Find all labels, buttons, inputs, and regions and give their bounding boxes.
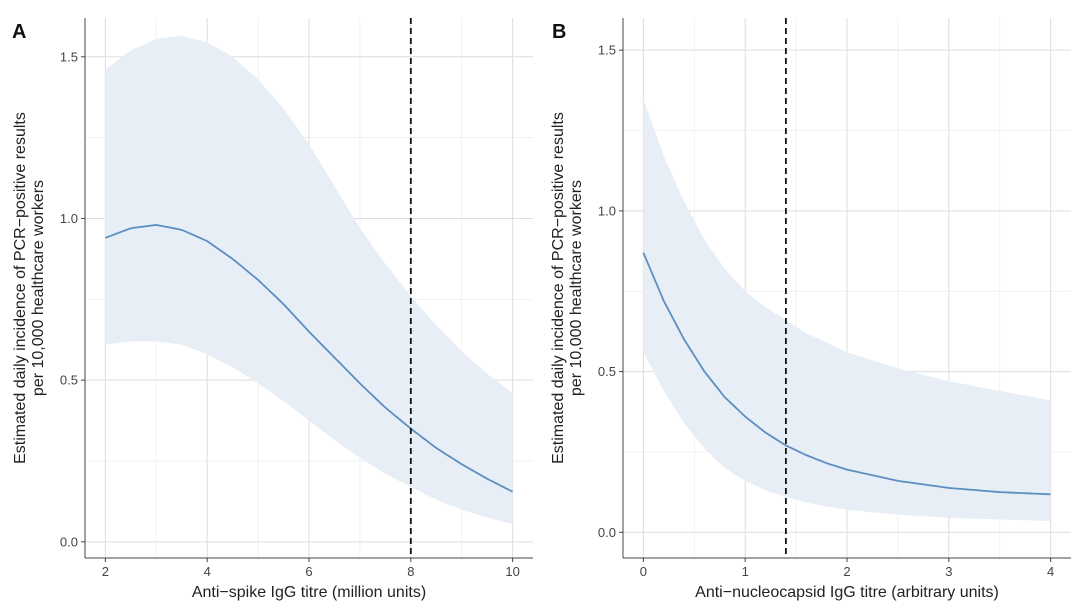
x-tick-label: 8	[407, 564, 414, 579]
x-tick-label: 0	[640, 564, 647, 579]
y-tick-label: 1.0	[60, 211, 78, 226]
x-tick-label: 2	[843, 564, 850, 579]
fitted-line	[105, 224, 514, 493]
y-tick-label: 0.5	[598, 364, 616, 379]
x-tick-label: 6	[305, 564, 312, 579]
panel-a: 2 4 6 8 10 0.0 0.5 1.0 1.5 Anti−spike IgG titre (…	[12, 18, 533, 601]
y-axis-title: Estimated daily incidence of PCR−positiv…	[550, 112, 585, 464]
y-tick-label: 1.5	[60, 49, 78, 64]
y-axis-title-line: per 10,000 healthcare workers	[30, 180, 47, 396]
y-tick-label: 1.0	[598, 203, 616, 218]
x-axis-title: Anti−spike IgG titre (million units)	[192, 584, 426, 601]
y-tick-label: 0.0	[598, 525, 616, 540]
y-tick-label: 1.5	[598, 43, 616, 58]
panel-letter: B	[552, 21, 566, 43]
x-tick-label: 2	[102, 564, 109, 579]
x-axis-title: Anti−nucleocapsid IgG titre (arbitrary u…	[695, 584, 999, 601]
y-tick-label: 0.5	[60, 373, 78, 388]
x-tick-label: 10	[505, 564, 519, 579]
panel-b: 0 1 2 3 4 0.0 0.5 1.0 1.5 Anti−nucleocapsid IgG t…	[550, 18, 1071, 601]
x-tick-label: 4	[204, 564, 211, 579]
x-tick-label: 1	[742, 564, 749, 579]
x-tick-label: 4	[1047, 564, 1054, 579]
y-axis-title: Estimated daily incidence of PCR−positiv…	[12, 112, 47, 464]
panel-letter: A	[12, 21, 26, 43]
fitted-line	[642, 252, 1051, 496]
x-tick-label: 3	[945, 564, 952, 579]
y-axis-title-line: per 10,000 healthcare workers	[568, 180, 585, 396]
y-axis-title-line: Estimated daily incidence of PCR−positiv…	[12, 112, 29, 464]
y-axis-title-line: Estimated daily incidence of PCR−positiv…	[550, 112, 567, 464]
y-tick-label: 0.0	[60, 534, 78, 549]
